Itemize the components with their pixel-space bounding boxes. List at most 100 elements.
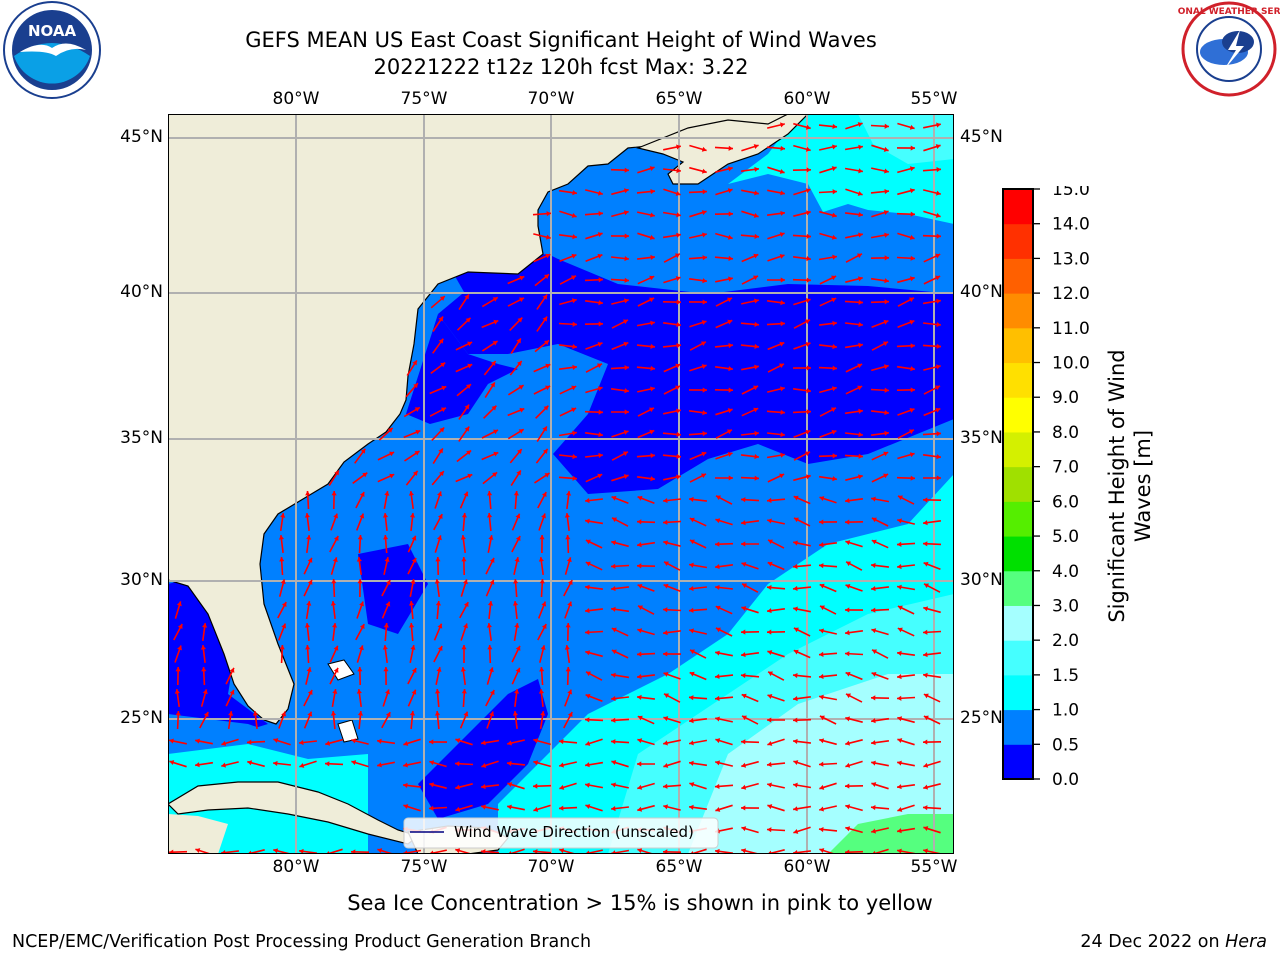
- wave-arrow-head: [650, 476, 655, 482]
- wave-arrow-head: [805, 210, 811, 216]
- wave-arrow-head: [897, 627, 903, 633]
- wave-arrow-head: [753, 275, 759, 281]
- wave-arrow-head: [923, 715, 929, 721]
- colorbar-frame: [1002, 188, 1034, 780]
- wave-arrow-head: [281, 711, 287, 717]
- wave-arrow-head: [819, 605, 825, 611]
- wave-arrow-head: [793, 517, 799, 523]
- lon-label-bottom: 75°W: [400, 857, 448, 877]
- wave-arrow-head: [559, 848, 565, 854]
- wave-arrow-head: [438, 316, 444, 322]
- wave-arrow-head: [515, 667, 521, 673]
- wave-arrow-head: [278, 535, 284, 540]
- wave-arrow-head: [305, 491, 311, 496]
- wave-arrow-head: [741, 693, 747, 699]
- wave-arrow-head: [909, 124, 915, 130]
- wave-arrow-head: [727, 408, 733, 414]
- wave-arrow-head: [507, 740, 512, 746]
- land-yucatan: [168, 814, 228, 854]
- wave-arrow-head: [754, 430, 759, 437]
- wave-arrow-head: [793, 806, 798, 812]
- wave-arrow-head: [871, 740, 876, 746]
- wave-arrow-head: [229, 667, 235, 673]
- wave-arrow-head: [897, 784, 902, 790]
- wave-arrow-head: [481, 804, 486, 810]
- wave-arrow-head: [176, 601, 182, 607]
- wave-arrow-head: [663, 540, 669, 546]
- wave-arrow-head: [884, 168, 889, 174]
- wave-arrow-head: [493, 451, 499, 457]
- wave-arrow-head: [356, 689, 362, 694]
- wave-arrow-head: [539, 535, 545, 540]
- wave-arrow-head: [936, 475, 941, 481]
- wave-arrow-head: [819, 806, 824, 812]
- wave-arrow-head: [597, 190, 603, 196]
- wave-arrow-head: [689, 695, 694, 701]
- colorbar-swatch: [1003, 397, 1033, 433]
- wave-arrow-head: [307, 690, 313, 695]
- wave-arrow-head: [567, 580, 573, 586]
- wave-arrow-head: [377, 848, 383, 854]
- lat-label-right: 35°N: [960, 428, 1003, 448]
- wave-arrow-head: [357, 579, 363, 584]
- wave-arrow-head: [542, 448, 548, 454]
- wave-arrow-head: [512, 601, 519, 606]
- wave-arrow-head: [715, 738, 721, 744]
- wave-arrow-head: [408, 601, 415, 606]
- wave-arrow-head: [650, 320, 655, 326]
- wave-arrow-head: [793, 563, 798, 569]
- wave-arrow-head: [845, 519, 850, 525]
- wave-arrow-head: [702, 278, 707, 284]
- wave-arrow-head: [793, 672, 798, 679]
- wave-arrow-head: [936, 122, 941, 128]
- wave-arrow-head: [754, 233, 759, 239]
- wave-arrow-head: [845, 716, 851, 722]
- wave-arrow-head: [461, 513, 467, 518]
- wave-arrow-head: [741, 848, 747, 854]
- wave-arrow-head: [516, 338, 521, 344]
- wave-arrow-head: [936, 343, 941, 349]
- wave-arrow-head: [856, 253, 862, 259]
- wave-arrow-head: [923, 520, 928, 526]
- wave-arrow-head: [858, 299, 863, 305]
- wave-arrow-head: [281, 623, 287, 629]
- wave-zone-calm-offshore: [358, 544, 428, 634]
- wave-arrow-head: [611, 649, 617, 655]
- wave-arrow-head: [702, 255, 707, 261]
- wave-arrow-head: [434, 579, 440, 584]
- wave-arrow-head: [715, 627, 721, 633]
- wave-arrow-head: [882, 341, 888, 347]
- wave-arrow-head: [884, 278, 889, 284]
- wave-arrow-head: [611, 805, 616, 812]
- wave-arrow-head: [780, 300, 785, 306]
- wave-arrow-head: [715, 518, 721, 524]
- wave-arrow-head: [858, 211, 863, 218]
- lon-label-bottom: 55°W: [910, 857, 958, 877]
- wave-arrow-head: [383, 667, 389, 672]
- wave-arrow-head: [753, 385, 759, 391]
- wave-arrow-head: [819, 761, 824, 767]
- wave-arrow-head: [715, 716, 720, 722]
- wave-arrow-head: [741, 673, 746, 679]
- colorbar-tick-label: 4.0: [1052, 562, 1079, 582]
- wave-arrow-head: [819, 694, 824, 700]
- wave-arrow-head: [858, 144, 863, 150]
- wave-arrow-head: [674, 253, 680, 259]
- wave-arrow-head: [611, 739, 616, 745]
- wave-arrow-head: [489, 579, 495, 585]
- wave-arrow-head: [701, 473, 707, 479]
- wave-arrow-head: [598, 321, 603, 327]
- colorbar-swatch: [1003, 362, 1033, 398]
- wave-arrow-head: [546, 211, 551, 217]
- wave-arrow-head: [858, 453, 863, 459]
- lat-label-right: 45°N: [960, 127, 1003, 147]
- colorbar-swatch: [1003, 501, 1033, 537]
- wave-arrow-head: [597, 253, 603, 259]
- wave-arrow-head: [623, 341, 629, 347]
- wave-arrow-head: [597, 473, 603, 479]
- wave-arrow-head: [857, 474, 863, 480]
- wave-arrow-head: [624, 255, 629, 262]
- colorbar-tick-label: 1.5: [1052, 666, 1079, 686]
- wave-arrow-head: [832, 344, 837, 350]
- wave-arrow-head: [700, 341, 706, 347]
